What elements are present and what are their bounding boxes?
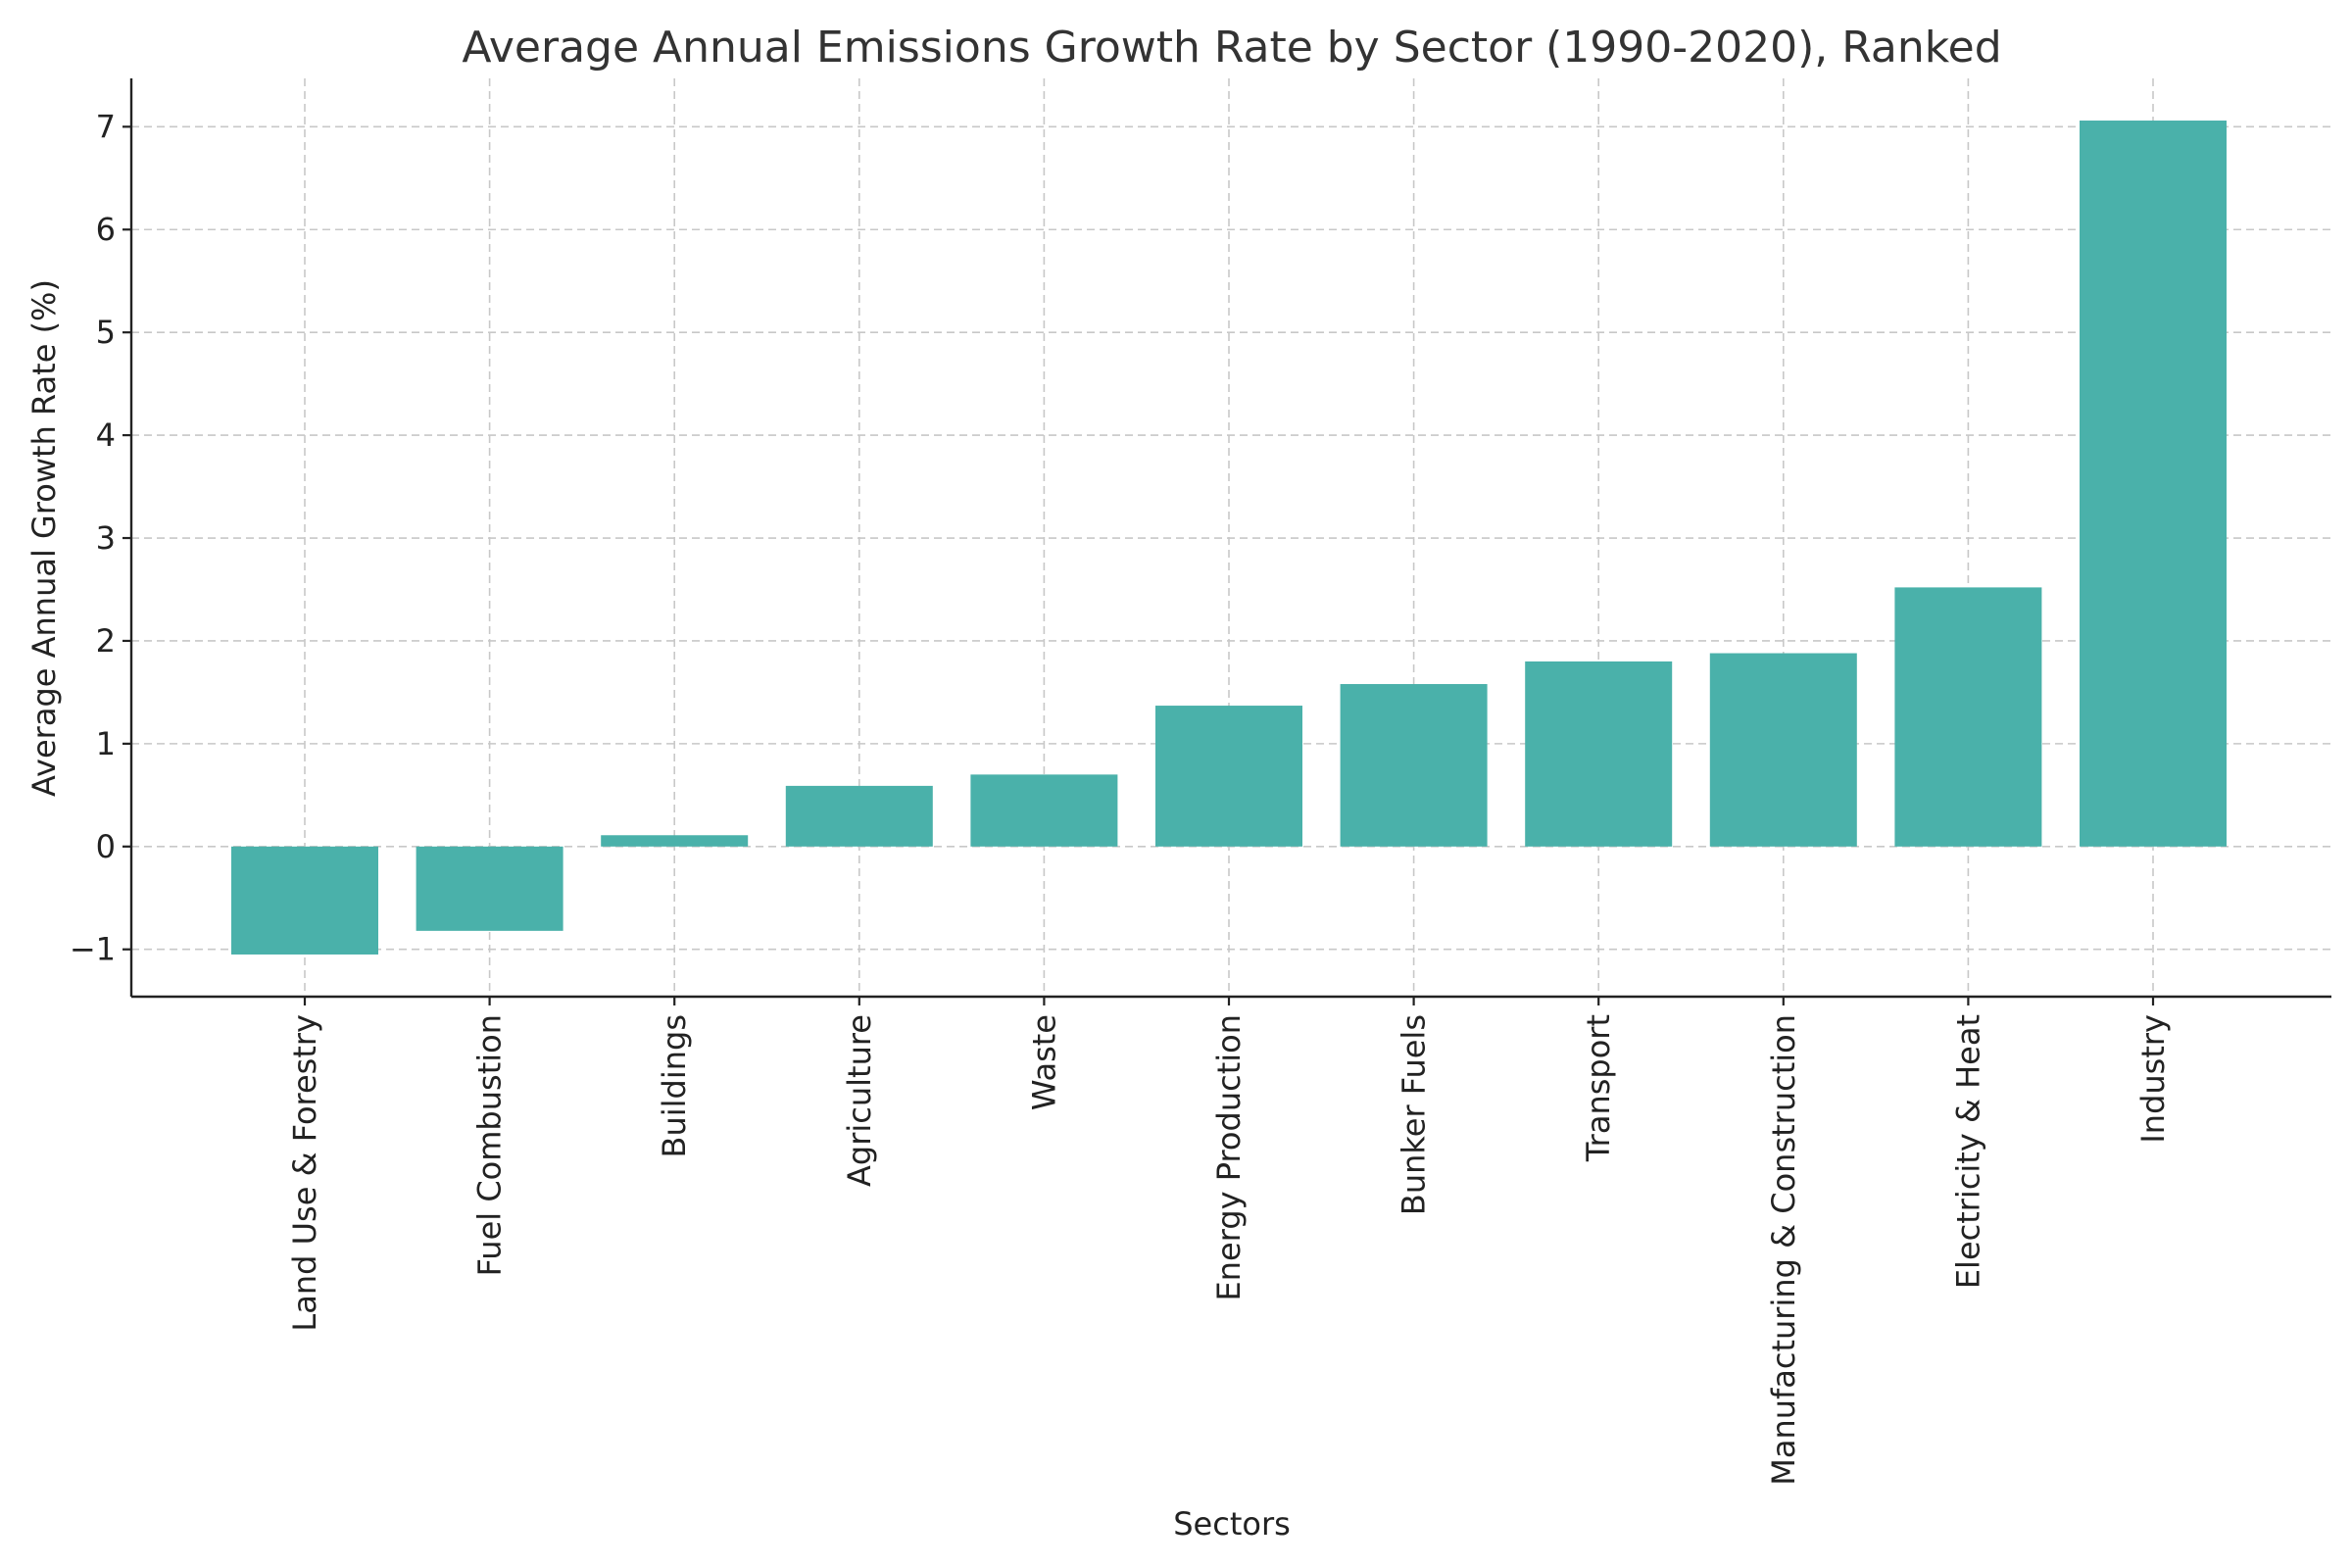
- x-tick-label: Bunker Fuels: [1396, 1014, 1433, 1215]
- y-tick-label: 6: [96, 211, 116, 248]
- x-tick-label: Fuel Combustion: [471, 1014, 509, 1276]
- x-axis-label: Sectors: [1173, 1505, 1291, 1543]
- x-tick-label: Buildings: [656, 1014, 693, 1157]
- y-tick-label: 5: [96, 314, 116, 351]
- bar: [970, 774, 1118, 847]
- x-tick-label: Energy Production: [1210, 1014, 1248, 1300]
- x-tick-label: Industry: [2134, 1014, 2172, 1144]
- x-tick-label: Transport: [1580, 1014, 1617, 1162]
- y-tick-label: 0: [96, 828, 116, 865]
- bar: [601, 835, 749, 847]
- bar: [785, 785, 933, 847]
- bar: [1340, 684, 1488, 847]
- x-tick-label: Agriculture: [841, 1014, 878, 1187]
- bar: [1525, 661, 1673, 847]
- bar: [1894, 587, 2042, 847]
- x-tick-label: Electricity & Heat: [1949, 1014, 1986, 1289]
- y-tick-label: −1: [70, 931, 116, 968]
- bar: [416, 846, 564, 931]
- bar: [231, 846, 378, 955]
- y-tick-label: 1: [96, 725, 116, 762]
- chart-title: Average Annual Emissions Growth Rate by …: [462, 23, 2001, 73]
- bar: [2080, 121, 2227, 847]
- x-tick-label: Manufacturing & Construction: [1765, 1014, 1802, 1486]
- bar: [1709, 653, 1857, 847]
- y-ticks: −1 0 1 2 3 4 5 6 7: [70, 108, 131, 968]
- y-tick-label: 4: [96, 416, 116, 454]
- y-tick-label: 2: [96, 622, 116, 660]
- x-tick-label: Land Use & Forestry: [286, 1014, 323, 1332]
- x-ticks: Land Use & Forestry Fuel Combustion Buildi…: [286, 997, 2172, 1486]
- y-tick-label: 3: [96, 519, 116, 557]
- y-tick-label: 7: [96, 108, 116, 145]
- x-tick-label: Waste: [1025, 1014, 1062, 1110]
- bars: [231, 121, 2227, 955]
- bar: [1155, 706, 1302, 847]
- y-axis-label: Average Annual Growth Rate (%): [25, 279, 63, 797]
